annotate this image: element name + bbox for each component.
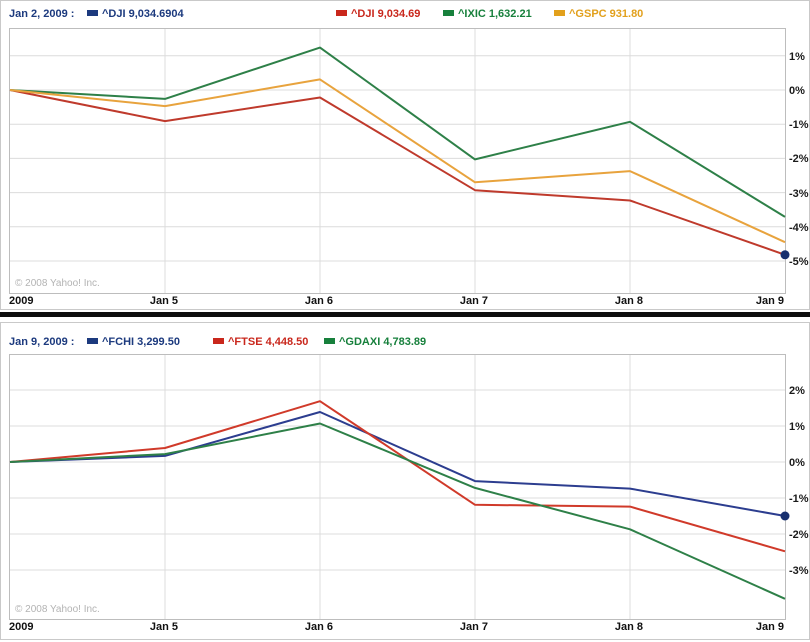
chart1-legend: Jan 2, 2009 : ^DJI 9,034.6904 ^DJI 9,034… — [1, 1, 809, 27]
chart2-marker-legend: ^FCHI 3,299.50 — [87, 336, 180, 348]
y-tick-label: -4% — [789, 221, 809, 234]
x-tick-label: 2009 — [9, 621, 34, 633]
current-value-marker — [780, 250, 790, 260]
x-tick-label: Jan 5 — [149, 295, 179, 307]
series-line-gspc — [9, 78, 786, 244]
series-line-dji — [9, 89, 786, 256]
dji-marker-swatch-icon — [87, 10, 98, 16]
chart1-copyright: © 2008 Yahoo! Inc. — [15, 278, 100, 289]
x-tick-label: 2009 — [9, 295, 34, 307]
chart2-date-label: Jan 9, 2009 : — [9, 336, 75, 348]
dji-swatch-icon — [336, 10, 347, 16]
chart-european-indices: Jan 9, 2009 : ^FCHI 3,299.50 ^FTSE 4,448… — [0, 322, 810, 640]
chart2-legend: Jan 9, 2009 : ^FCHI 3,299.50 ^FTSE 4,448… — [1, 323, 809, 349]
legend-item-gspc: ^GSPC 931.80 — [554, 8, 643, 20]
x-tick-label: Jan 8 — [614, 295, 644, 307]
legend-label-gspc: ^GSPC 931.80 — [569, 8, 644, 20]
y-tick-label: -2% — [789, 529, 809, 541]
y-tick-label: 2% — [789, 385, 805, 397]
ixic-swatch-icon — [443, 10, 454, 16]
x-tick-label: Jan 6 — [304, 621, 334, 633]
fchi-marker-swatch-icon — [87, 338, 98, 344]
x-tick-label: Jan 9 — [755, 295, 784, 307]
chart-separator — [0, 312, 810, 317]
legend-label-ixic: ^IXIC 1,632.21 — [458, 8, 532, 20]
y-tick-label: 1% — [789, 50, 805, 63]
y-tick-label: 0% — [789, 457, 805, 469]
y-tick-label: 1% — [789, 421, 805, 433]
chart2-marker-label: ^FCHI 3,299.50 — [102, 336, 180, 348]
x-tick-label: Jan 8 — [614, 621, 644, 633]
chart1-marker-label: ^DJI 9,034.6904 — [102, 8, 184, 20]
legend-label-ftse: ^FTSE 4,448.50 — [228, 336, 309, 348]
y-tick-label: -1% — [789, 119, 809, 132]
chart2-lines — [9, 355, 790, 619]
y-tick-label: -3% — [789, 565, 809, 577]
chart1-marker-legend: ^DJI 9,034.6904 — [87, 8, 184, 20]
x-tick-label: Jan 5 — [149, 621, 179, 633]
series-line-fchi — [9, 411, 786, 517]
chart-us-indices: Jan 2, 2009 : ^DJI 9,034.6904 ^DJI 9,034… — [0, 0, 810, 310]
y-tick-label: -3% — [789, 187, 809, 200]
chart1-date-label: Jan 2, 2009 : — [9, 8, 75, 20]
legend-item-ixic: ^IXIC 1,632.21 — [443, 8, 532, 20]
x-tick-label: Jan 7 — [459, 621, 489, 633]
x-tick-label: Jan 6 — [304, 295, 334, 307]
ftse-swatch-icon — [213, 338, 224, 344]
y-tick-label: -2% — [789, 153, 809, 166]
x-tick-label: Jan 9 — [755, 621, 784, 633]
series-line-ixic — [9, 46, 786, 218]
legend-item-dji: ^DJI 9,034.69 — [336, 8, 420, 20]
legend-item-ftse: ^FTSE 4,448.50 — [213, 336, 308, 348]
x-tick-label: Jan 7 — [459, 295, 489, 307]
series-line-ftse — [9, 400, 786, 553]
gspc-swatch-icon — [554, 10, 565, 16]
legend-label-gdaxi: ^GDAXI 4,783.89 — [339, 336, 427, 348]
y-tick-label: -1% — [789, 493, 809, 505]
chart2-plot-area: © 2008 Yahoo! Inc. — [9, 354, 790, 620]
current-value-marker — [780, 511, 790, 521]
chart2-copyright: © 2008 Yahoo! Inc. — [15, 604, 100, 615]
chart1-plot-area: © 2008 Yahoo! Inc. — [9, 28, 790, 294]
legend-item-gdaxi: ^GDAXI 4,783.89 — [324, 336, 426, 348]
legend-label-dji: ^DJI 9,034.69 — [351, 8, 421, 20]
y-tick-label: 0% — [789, 85, 805, 97]
chart1-lines — [9, 29, 790, 293]
series-line-gdaxi — [9, 422, 786, 600]
y-tick-label: -5% — [789, 256, 809, 268]
gdaxi-swatch-icon — [324, 338, 335, 344]
